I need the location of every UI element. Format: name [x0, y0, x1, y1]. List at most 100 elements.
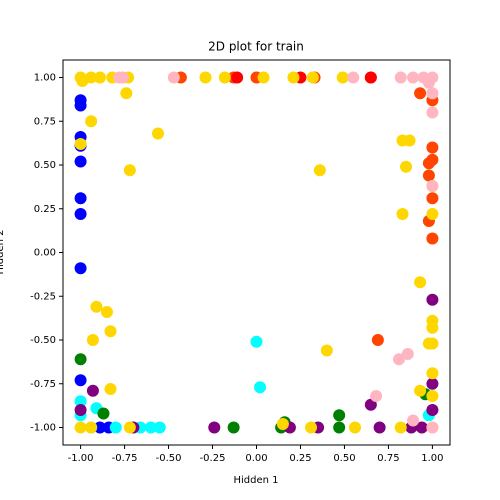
point: [305, 421, 318, 434]
point: [422, 76, 435, 89]
y-tick-label: 0.25: [34, 204, 56, 215]
y-tick-label: 0.75: [34, 116, 56, 127]
point: [93, 421, 106, 434]
point: [74, 404, 87, 416]
point: [218, 71, 231, 84]
point: [370, 390, 383, 402]
point: [86, 384, 99, 397]
x-tick-label: 0.00: [245, 453, 267, 464]
point: [422, 337, 435, 350]
x-tick-label: -1.00: [68, 453, 94, 464]
point: [104, 325, 117, 338]
point: [414, 384, 427, 397]
x-tick-label: 0.50: [333, 453, 355, 464]
point: [371, 334, 384, 346]
point: [100, 306, 113, 318]
y-tick-label: 1.00: [34, 73, 56, 84]
point: [422, 157, 435, 170]
point: [74, 395, 87, 408]
point: [422, 169, 435, 182]
point: [227, 421, 240, 434]
point: [426, 321, 439, 334]
point: [276, 418, 289, 430]
point: [426, 141, 439, 154]
point: [123, 164, 136, 177]
point: [364, 398, 377, 411]
point: [426, 421, 439, 434]
point: [414, 87, 427, 100]
x-tick-label: -0.50: [156, 453, 182, 464]
point: [333, 421, 346, 434]
point: [93, 71, 106, 84]
point: [394, 421, 407, 434]
point: [90, 300, 103, 313]
point: [426, 293, 439, 306]
point: [199, 71, 212, 84]
point: [426, 404, 439, 416]
point: [364, 71, 377, 84]
point: [74, 138, 87, 150]
point: [144, 421, 157, 434]
point: [257, 71, 270, 84]
point: [306, 71, 319, 84]
y-tick-label: -1.00: [30, 423, 56, 434]
point: [85, 71, 98, 84]
point: [426, 87, 439, 100]
point: [231, 71, 244, 84]
point: [104, 383, 117, 395]
point: [153, 421, 166, 434]
point: [396, 208, 409, 220]
point: [407, 71, 420, 84]
point: [167, 71, 180, 84]
point: [426, 208, 439, 220]
point: [86, 334, 99, 346]
point: [287, 71, 300, 84]
point: [320, 344, 333, 357]
point: [313, 164, 326, 177]
point: [74, 155, 87, 168]
point: [74, 421, 87, 434]
plot-frame: [62, 59, 451, 446]
point: [208, 421, 221, 434]
point: [74, 192, 87, 205]
point: [347, 71, 360, 84]
point: [426, 377, 439, 390]
point: [403, 134, 416, 147]
point: [74, 374, 87, 387]
point: [333, 409, 346, 422]
point: [250, 335, 263, 348]
point: [109, 421, 122, 434]
x-tick-label: 1.00: [421, 453, 443, 464]
point: [74, 208, 87, 220]
y-axis-label: Hidden 2: [0, 229, 6, 274]
point: [414, 276, 427, 289]
point: [407, 414, 420, 427]
x-tick-label: 0.25: [289, 453, 311, 464]
point: [392, 353, 405, 366]
x-tick-label: 0.75: [377, 453, 399, 464]
chart-title: 2D plot for train: [208, 40, 304, 54]
y-tick-label: -0.25: [30, 291, 56, 302]
x-tick-label: -0.25: [200, 453, 226, 464]
point: [401, 348, 414, 360]
y-tick-label: 0.00: [34, 248, 56, 259]
point: [74, 262, 87, 275]
y-tick-label: -0.50: [30, 335, 56, 346]
point: [74, 94, 87, 107]
point: [336, 71, 349, 84]
point: [394, 71, 407, 84]
point: [254, 381, 267, 394]
point: [426, 192, 439, 205]
point: [373, 421, 386, 434]
x-axis-label: Hidden 1: [233, 475, 278, 486]
y-tick-label: -0.75: [30, 379, 56, 390]
x-tick-label: -0.75: [112, 453, 138, 464]
point: [426, 367, 439, 380]
point: [74, 353, 87, 366]
point: [349, 421, 362, 434]
y-tick-label: 0.50: [34, 160, 56, 171]
point: [415, 421, 428, 434]
point: [123, 421, 136, 434]
point: [85, 115, 98, 128]
